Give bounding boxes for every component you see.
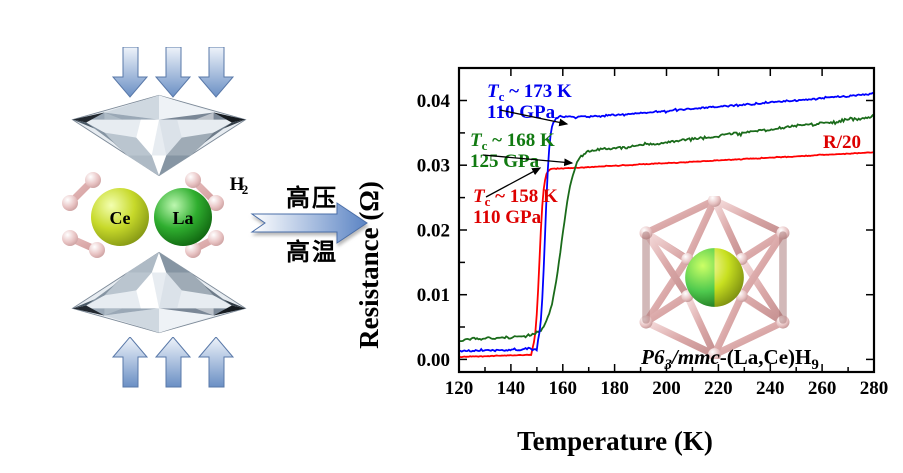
svg-text:Temperature (K): Temperature (K) <box>517 426 713 456</box>
svg-text:R/20: R/20 <box>823 132 861 153</box>
svg-text:Resistance (Ω): Resistance (Ω) <box>354 181 384 349</box>
svg-text:0.03: 0.03 <box>417 156 450 177</box>
svg-text:0.00: 0.00 <box>417 350 450 371</box>
svg-text:110 GPa: 110 GPa <box>473 207 542 228</box>
svg-text:220: 220 <box>704 378 733 399</box>
svg-text:0.01: 0.01 <box>417 285 450 306</box>
svg-text:180: 180 <box>600 378 629 399</box>
svg-text:160: 160 <box>549 378 578 399</box>
svg-text:0.02: 0.02 <box>417 221 450 242</box>
svg-text:125 GPa: 125 GPa <box>470 151 540 172</box>
svg-text:260: 260 <box>808 378 837 399</box>
svg-text:240: 240 <box>756 378 785 399</box>
svg-text:120: 120 <box>445 378 474 399</box>
svg-text:200: 200 <box>652 378 681 399</box>
svg-text:140: 140 <box>497 378 526 399</box>
svg-text:0.04: 0.04 <box>417 91 451 112</box>
svg-text:280: 280 <box>860 378 889 399</box>
